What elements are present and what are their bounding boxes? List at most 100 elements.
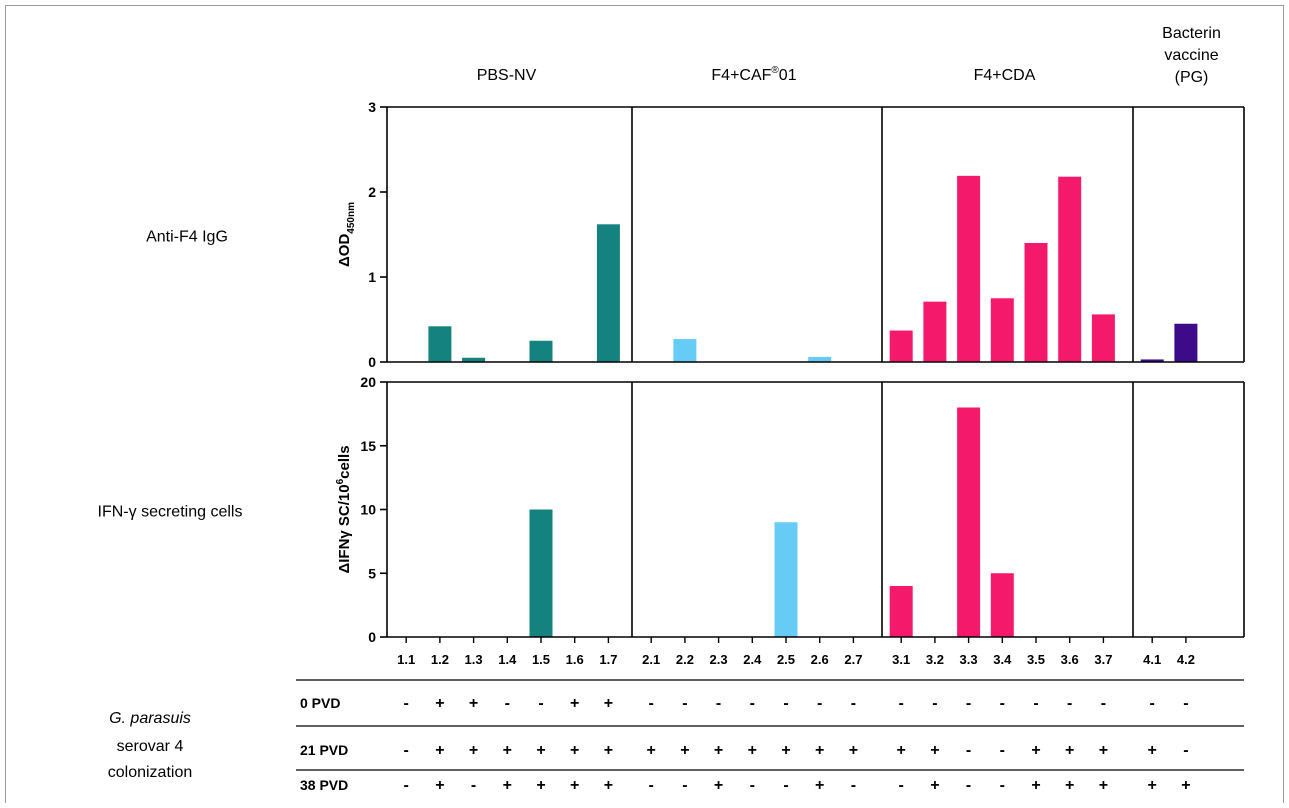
- plus-sign: +: [1099, 777, 1108, 794]
- panel-1: 0 1 2 3 ΔOD450nm Anti-F4 IgG: [146, 99, 1245, 370]
- plus-sign: +: [1148, 777, 1157, 794]
- x-tick-label: 3.6: [1061, 652, 1079, 667]
- minus-sign: -: [966, 695, 971, 712]
- minus-sign: -: [1067, 695, 1072, 712]
- plus-sign: +: [570, 777, 579, 794]
- x-tick-label: 3.7: [1094, 652, 1112, 667]
- minus-sign: -: [682, 777, 687, 794]
- panel-row-label: IFN-γ secreting cells: [98, 504, 243, 521]
- x-tick-labels: 1.1 1.2 1.3 1.4 1.5 1.6 1.7 2.1 2.2 2.3 2.4 2.5 2.6 2…: [397, 637, 1195, 667]
- y-tick-label: 10: [360, 502, 376, 518]
- plus-sign: +: [815, 742, 824, 759]
- y-tick-label: 0: [368, 629, 376, 645]
- bar-4.2: [1174, 323, 1198, 362]
- minus-sign: -: [471, 777, 476, 794]
- y-tick-label: 1: [368, 269, 376, 285]
- x-tick-label: 1.5: [532, 652, 550, 667]
- y-axis-title-main: ΔIFNγ SC/10: [336, 484, 353, 573]
- plus-sign: +: [469, 695, 478, 712]
- plus-sign: +: [604, 742, 613, 759]
- minus-sign: -: [1000, 742, 1005, 759]
- colonization-label-italic: G. parasuis: [109, 710, 191, 727]
- x-tick-label: 1.4: [498, 652, 517, 667]
- minus-sign: -: [783, 777, 788, 794]
- plus-sign: +: [1099, 742, 1108, 759]
- plus-sign: +: [647, 742, 656, 759]
- plus-sign: +: [714, 777, 723, 794]
- plus-sign: +: [1065, 742, 1074, 759]
- plus-sign: +: [748, 742, 757, 759]
- table-row-label: 21 PVD: [300, 742, 348, 758]
- plus-sign: +: [1031, 777, 1040, 794]
- minus-sign: -: [404, 695, 409, 712]
- minus-sign: -: [1033, 695, 1038, 712]
- plus-sign: +: [570, 742, 579, 759]
- x-tick-label: 2.7: [844, 652, 862, 667]
- x-tick-label: 1.2: [431, 652, 449, 667]
- plus-sign: +: [503, 742, 512, 759]
- plus-sign: +: [1031, 742, 1040, 759]
- y-axis-title-main: ΔOD: [336, 234, 353, 267]
- y-tick-label: 2: [368, 184, 376, 200]
- minus-sign: -: [899, 777, 904, 794]
- bar-3.4: [990, 298, 1014, 362]
- plus-sign: +: [849, 742, 858, 759]
- plus-sign: +: [435, 695, 444, 712]
- minus-sign: -: [851, 777, 856, 794]
- bar-4.1: [1140, 359, 1164, 362]
- bar-1.5: [529, 509, 553, 637]
- group-header-line: (PG): [1175, 69, 1209, 86]
- y-tick-label: 20: [360, 374, 376, 390]
- minus-sign: -: [932, 695, 937, 712]
- minus-sign: -: [966, 777, 971, 794]
- table-row-label: 38 PVD: [300, 777, 348, 793]
- plus-sign: +: [604, 695, 613, 712]
- plus-sign: +: [604, 777, 613, 794]
- colonization-table: 0 PVD - + + - - + + - - - - - - - - - - - - - - - - 21 PVD - + + + + +…: [108, 679, 1244, 794]
- y-axis-title-end: cells: [336, 445, 353, 478]
- minus-sign: -: [783, 695, 788, 712]
- x-tick-label: 3.4: [993, 652, 1012, 667]
- x-tick-label: 2.2: [676, 652, 694, 667]
- figure-frame: [5, 5, 1284, 808]
- plus-sign: +: [897, 742, 906, 759]
- minus-sign: -: [851, 695, 856, 712]
- bar-3.4: [990, 573, 1014, 637]
- x-tick-label: 3.2: [926, 652, 944, 667]
- x-tick-label: 1.1: [397, 652, 415, 667]
- x-tick-label: 2.6: [811, 652, 829, 667]
- plus-sign: +: [680, 742, 689, 759]
- bar-3.3: [957, 407, 981, 637]
- x-tick-label: 2.4: [743, 652, 762, 667]
- plus-sign: +: [714, 742, 723, 759]
- minus-sign: -: [404, 742, 409, 759]
- group-header-line: vaccine: [1164, 47, 1218, 64]
- plus-sign: +: [469, 742, 478, 759]
- x-tick-label: 1.7: [599, 652, 617, 667]
- y-axis-title-sup: 6: [335, 478, 346, 484]
- x-tick-label: 1.3: [465, 652, 483, 667]
- minus-sign: -: [750, 777, 755, 794]
- y-tick-label: 0: [368, 354, 376, 370]
- minus-sign: -: [1000, 695, 1005, 712]
- minus-sign: -: [1183, 742, 1188, 759]
- minus-sign: -: [1000, 777, 1005, 794]
- bar-1.7: [596, 224, 620, 362]
- group-header-end: 01: [779, 67, 797, 84]
- minus-sign: -: [817, 695, 822, 712]
- table-row-label: 0 PVD: [300, 695, 340, 711]
- plus-sign: +: [435, 777, 444, 794]
- bar-3.1: [889, 330, 913, 362]
- bar-3.2: [923, 301, 947, 362]
- minus-sign: -: [899, 695, 904, 712]
- bar-2.2: [673, 339, 697, 362]
- bar-1.2: [428, 326, 452, 362]
- plus-sign: +: [1181, 777, 1190, 794]
- bar-3.1: [889, 586, 913, 637]
- minus-sign: -: [682, 695, 687, 712]
- group-headers: PBS-NV F4+CAF®01 F4+CDA Bacterin vaccine (PG): [477, 25, 1221, 86]
- minus-sign: -: [716, 695, 721, 712]
- bar-2.5: [774, 522, 798, 637]
- bar-2.6: [808, 356, 832, 362]
- x-tick-label: 4.2: [1177, 652, 1195, 667]
